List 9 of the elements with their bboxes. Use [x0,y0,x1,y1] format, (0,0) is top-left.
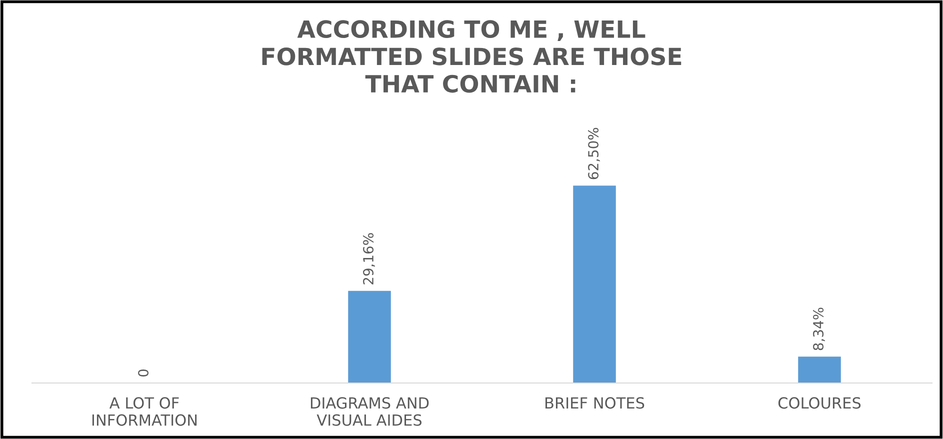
data-label: 29,16% [363,233,375,284]
chart-title: ACCORDING TO ME , WELL FORMATTED SLIDES ARE THOSE THAT CONTAIN : [262,20,682,93]
x-tick-label: A LOT OF INFORMATION [92,397,197,426]
data-label: 62,50% [588,128,600,180]
data-label: 8,34% [813,308,825,350]
x-tick-label: COLOURES [778,397,861,409]
data-label: 0 [138,370,149,377]
x-tick-label: BRIEF NOTES [545,397,644,409]
x-tick-label: DIAGRAMS AND VISUAL AIDES [310,397,429,426]
